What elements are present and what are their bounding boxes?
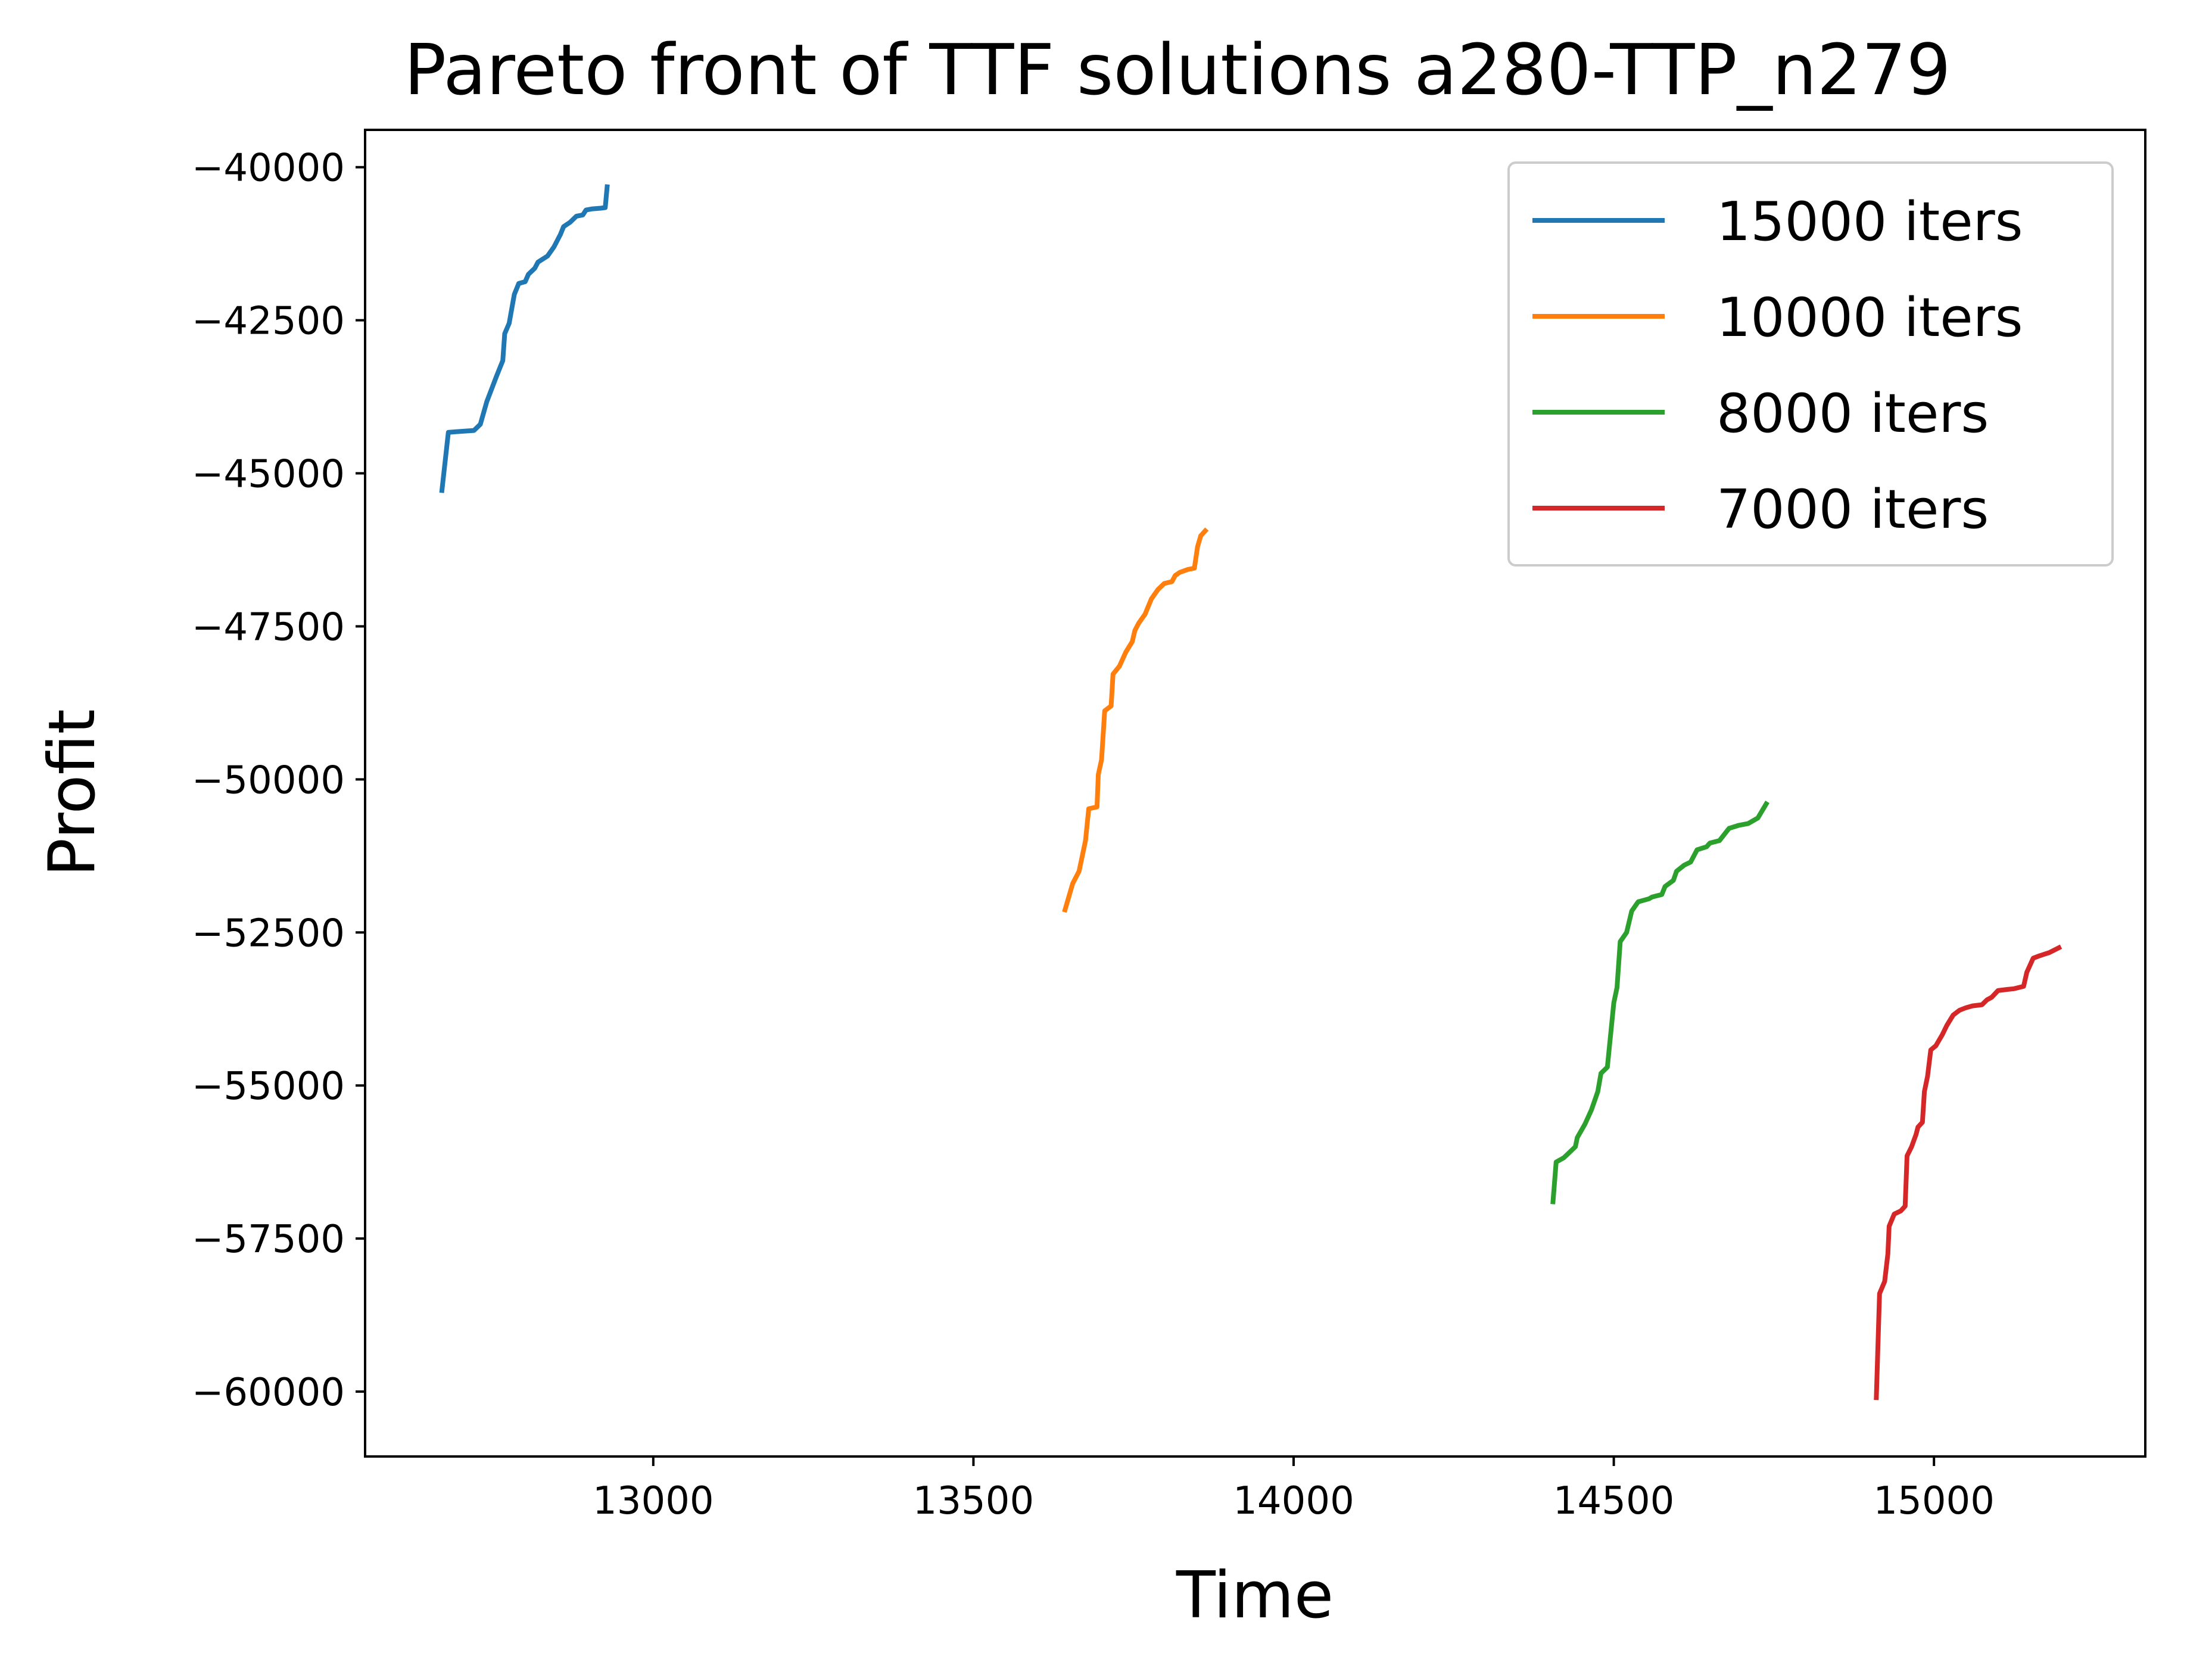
- legend-label-3: 7000 iters: [1716, 478, 1989, 541]
- y-tick-label-8: −60000: [192, 1371, 345, 1415]
- series-line-2: [1550, 801, 1769, 1205]
- x-tick-label-0: 13000: [593, 1479, 714, 1523]
- series-lines: [439, 184, 2063, 1400]
- axis-ticks: 13000 13500 14000 14500 15000 −40000 −42500 −45…: [192, 147, 1995, 1523]
- y-tick-label-6: −55000: [192, 1065, 345, 1109]
- legend-box: [1507, 161, 2114, 567]
- legend-label-1: 10000 iters: [1716, 287, 2023, 349]
- plot-frame: [364, 129, 2146, 1458]
- legend: 15000 iters 10000 iters 8000 iters 7000 ite…: [1507, 161, 2114, 567]
- y-axis-label: Profit: [35, 709, 110, 877]
- y-tick-label-5: −52500: [192, 911, 345, 956]
- legend-label-0: 15000 iters: [1716, 191, 2023, 253]
- legend-label-2: 8000 iters: [1716, 382, 1989, 445]
- legend-items: 15000 iters 10000 iters 8000 iters 7000 ite…: [1532, 191, 2023, 541]
- y-tick-label-0: −40000: [192, 147, 345, 191]
- chart-title: Pareto front of TTF solutions a280-TTP_n…: [404, 29, 1951, 111]
- series-line-1: [1062, 527, 1209, 913]
- y-tick-label-1: −42500: [192, 300, 345, 344]
- series-line-0: [439, 184, 610, 493]
- x-axis-label: Time: [1176, 1558, 1334, 1633]
- x-tick-label-1: 13500: [913, 1479, 1035, 1523]
- x-tick-label-3: 14500: [1553, 1479, 1675, 1523]
- y-tick-label-7: −57500: [192, 1218, 345, 1262]
- series-line-3: [1874, 944, 2063, 1400]
- y-tick-label-2: −45000: [192, 453, 345, 497]
- x-tick-label-4: 15000: [1873, 1479, 1995, 1523]
- y-tick-label-4: −50000: [192, 758, 345, 802]
- x-tick-label-2: 14000: [1233, 1479, 1354, 1523]
- y-tick-label-3: −47500: [192, 605, 345, 649]
